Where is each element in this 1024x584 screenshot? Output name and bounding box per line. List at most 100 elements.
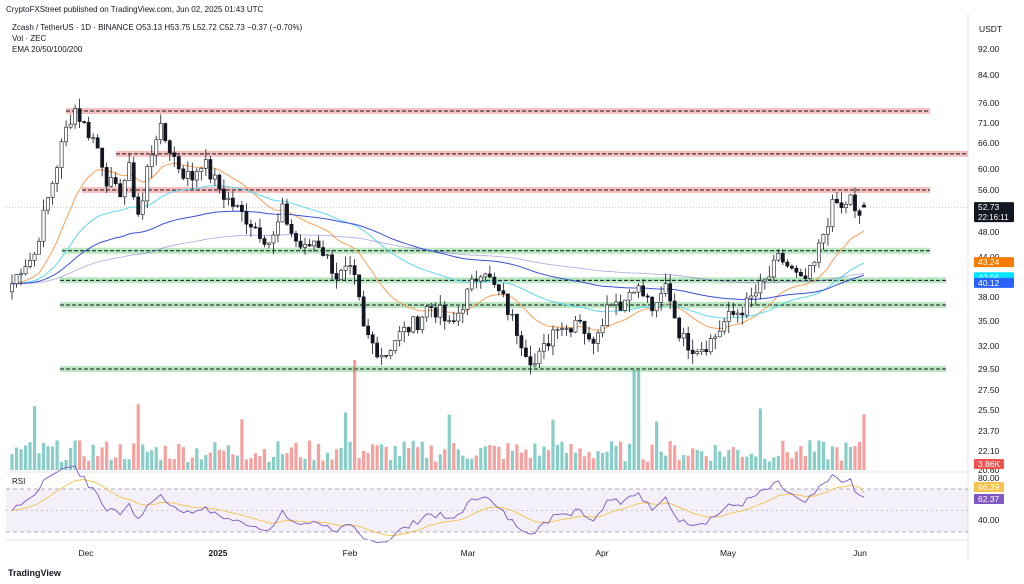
price-tick-label: 84.00 xyxy=(978,70,1000,80)
candle xyxy=(420,315,425,334)
candle-body xyxy=(808,265,812,279)
candle-body xyxy=(713,336,718,339)
candle-body xyxy=(582,320,587,334)
candle xyxy=(217,173,222,194)
candle xyxy=(267,242,271,249)
candle xyxy=(176,153,181,174)
volume-bar xyxy=(303,458,307,470)
volume-bar xyxy=(808,440,812,470)
candle xyxy=(397,326,402,347)
candle xyxy=(253,222,258,229)
candle-body xyxy=(361,296,366,327)
candle-body xyxy=(803,275,808,279)
candle xyxy=(28,252,32,269)
candle-body xyxy=(59,141,64,168)
candle xyxy=(86,116,91,141)
volume-bar xyxy=(551,419,555,470)
candle xyxy=(789,264,794,271)
candle-body xyxy=(258,227,262,239)
candle xyxy=(830,194,835,232)
candle xyxy=(519,330,524,357)
price-tick-label: 60.00 xyxy=(978,164,1000,174)
candle xyxy=(668,274,673,310)
candle-body xyxy=(145,166,150,202)
candle-body xyxy=(32,253,37,261)
volume-bar xyxy=(28,442,32,470)
candle-body xyxy=(176,156,181,170)
volume-bar xyxy=(420,441,424,470)
candle-body xyxy=(650,296,655,312)
volume-bar xyxy=(177,444,181,470)
price-badge-bg xyxy=(974,202,1014,223)
candle-body xyxy=(50,182,55,198)
volume-bar xyxy=(821,441,826,470)
rsi-label[interactable]: RSI xyxy=(12,477,26,486)
volume-bar xyxy=(380,444,384,470)
candle-body xyxy=(149,154,154,167)
price-tick-label: 48.00 xyxy=(978,227,1000,237)
candle xyxy=(672,293,677,319)
candle xyxy=(348,256,352,275)
candle-body xyxy=(456,312,461,322)
candle-body xyxy=(771,259,776,278)
candle-body xyxy=(411,316,416,333)
candle-body xyxy=(731,311,736,315)
candle-body xyxy=(857,210,862,216)
candle xyxy=(244,203,249,235)
candle-body xyxy=(154,139,159,156)
candle xyxy=(402,321,407,343)
candle xyxy=(276,213,280,243)
candle-body xyxy=(600,325,605,334)
candle-body xyxy=(762,278,767,282)
volume-bar xyxy=(109,459,113,470)
candle-body xyxy=(230,197,235,207)
candle-body xyxy=(334,273,339,280)
candle xyxy=(609,303,614,307)
candle xyxy=(95,134,100,149)
volume-bar xyxy=(204,455,208,470)
volume-bar xyxy=(623,461,627,470)
candle-body xyxy=(424,306,429,318)
candle xyxy=(853,187,857,218)
volume-bar xyxy=(488,445,492,470)
volume-bar xyxy=(803,455,807,470)
volume-bar xyxy=(519,452,523,470)
symbol-line[interactable]: Zcash / TetherUS · 1D · BINANCE O53.13 H… xyxy=(12,23,303,32)
support-band xyxy=(60,366,946,372)
candle xyxy=(578,314,582,324)
volume-bar xyxy=(605,451,609,470)
candle xyxy=(122,178,127,206)
volume-bar xyxy=(528,457,533,470)
volume-bar xyxy=(87,460,91,470)
candle-body xyxy=(325,254,330,257)
volume-bar xyxy=(596,451,600,470)
volume-bar xyxy=(353,360,357,470)
candle xyxy=(600,318,605,338)
candle-body xyxy=(330,254,334,274)
candle xyxy=(794,265,799,278)
candle xyxy=(271,231,276,255)
candle xyxy=(226,192,231,206)
candle xyxy=(753,284,758,305)
candle xyxy=(632,291,636,294)
volume-bar xyxy=(618,441,623,470)
rsi-badge-text: 62.37 xyxy=(978,494,1000,504)
ema-indicator-label[interactable]: EMA 20/50/100/200 xyxy=(12,45,83,54)
candle xyxy=(334,262,339,289)
candle xyxy=(240,201,244,222)
candle-body xyxy=(212,174,217,180)
candle xyxy=(258,218,262,243)
candle-body xyxy=(505,293,510,315)
candle xyxy=(487,265,492,278)
candle xyxy=(330,250,334,281)
candle-body xyxy=(203,159,208,169)
volume-bar xyxy=(848,447,853,470)
candle xyxy=(379,347,384,365)
volume-indicator-label[interactable]: Vol · ZEC xyxy=(12,34,47,43)
tradingview-brand-text: TradingView xyxy=(8,568,61,578)
candle-body xyxy=(316,240,321,248)
candle xyxy=(817,239,821,269)
candle-body xyxy=(735,312,740,315)
candle-body xyxy=(645,295,650,298)
